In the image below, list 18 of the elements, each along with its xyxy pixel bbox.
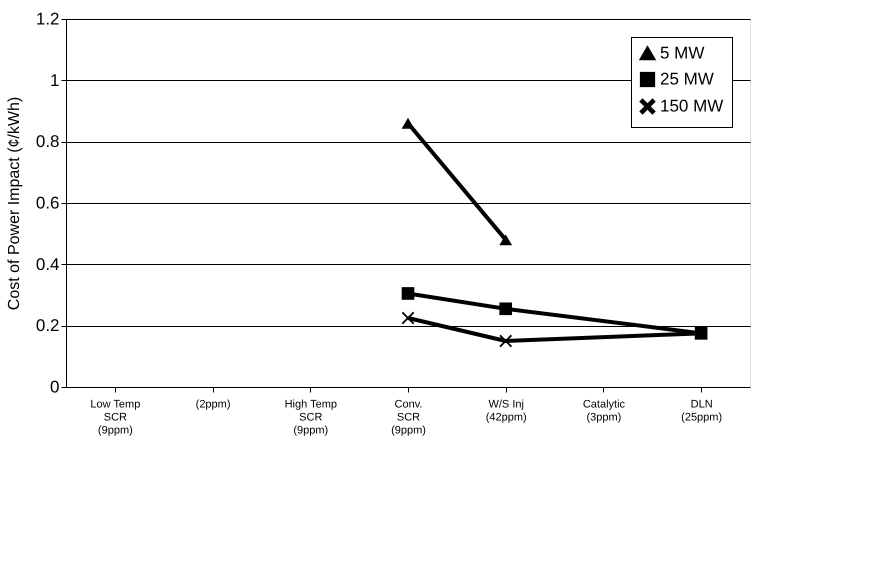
y-axis-title: Cost of Power Impact (¢/kWh) [6,96,23,310]
y-tick-label: 1 [50,70,60,90]
legend-label: 150 MW [660,96,724,116]
x-tick-label: W/S Inj (42ppm) [486,398,527,424]
x-tick-label: Catalytic (3ppm) [582,398,626,424]
y-tick-label: 0.2 [36,316,60,336]
y-tick-label: 0.8 [36,132,60,152]
legend-label: 5 MW [660,44,704,62]
legend-label: 25 MW [660,70,714,88]
y-tick-label: 0.4 [36,254,60,274]
x-tick-label: Low Temp SCR (9ppm) [90,398,140,436]
y-tick-label: 1.2 [36,10,60,28]
y-tick-label: 0 [50,378,60,396]
x-tick-label: (2ppm) [196,398,230,410]
x-tick-label: High Temp SCR (9ppm) [284,398,337,436]
x-tick-label: DLN (25ppm) [681,398,722,424]
x-tick-label: Conv. SCR (9ppm) [391,398,426,436]
y-tick-label: 0.6 [36,194,60,212]
